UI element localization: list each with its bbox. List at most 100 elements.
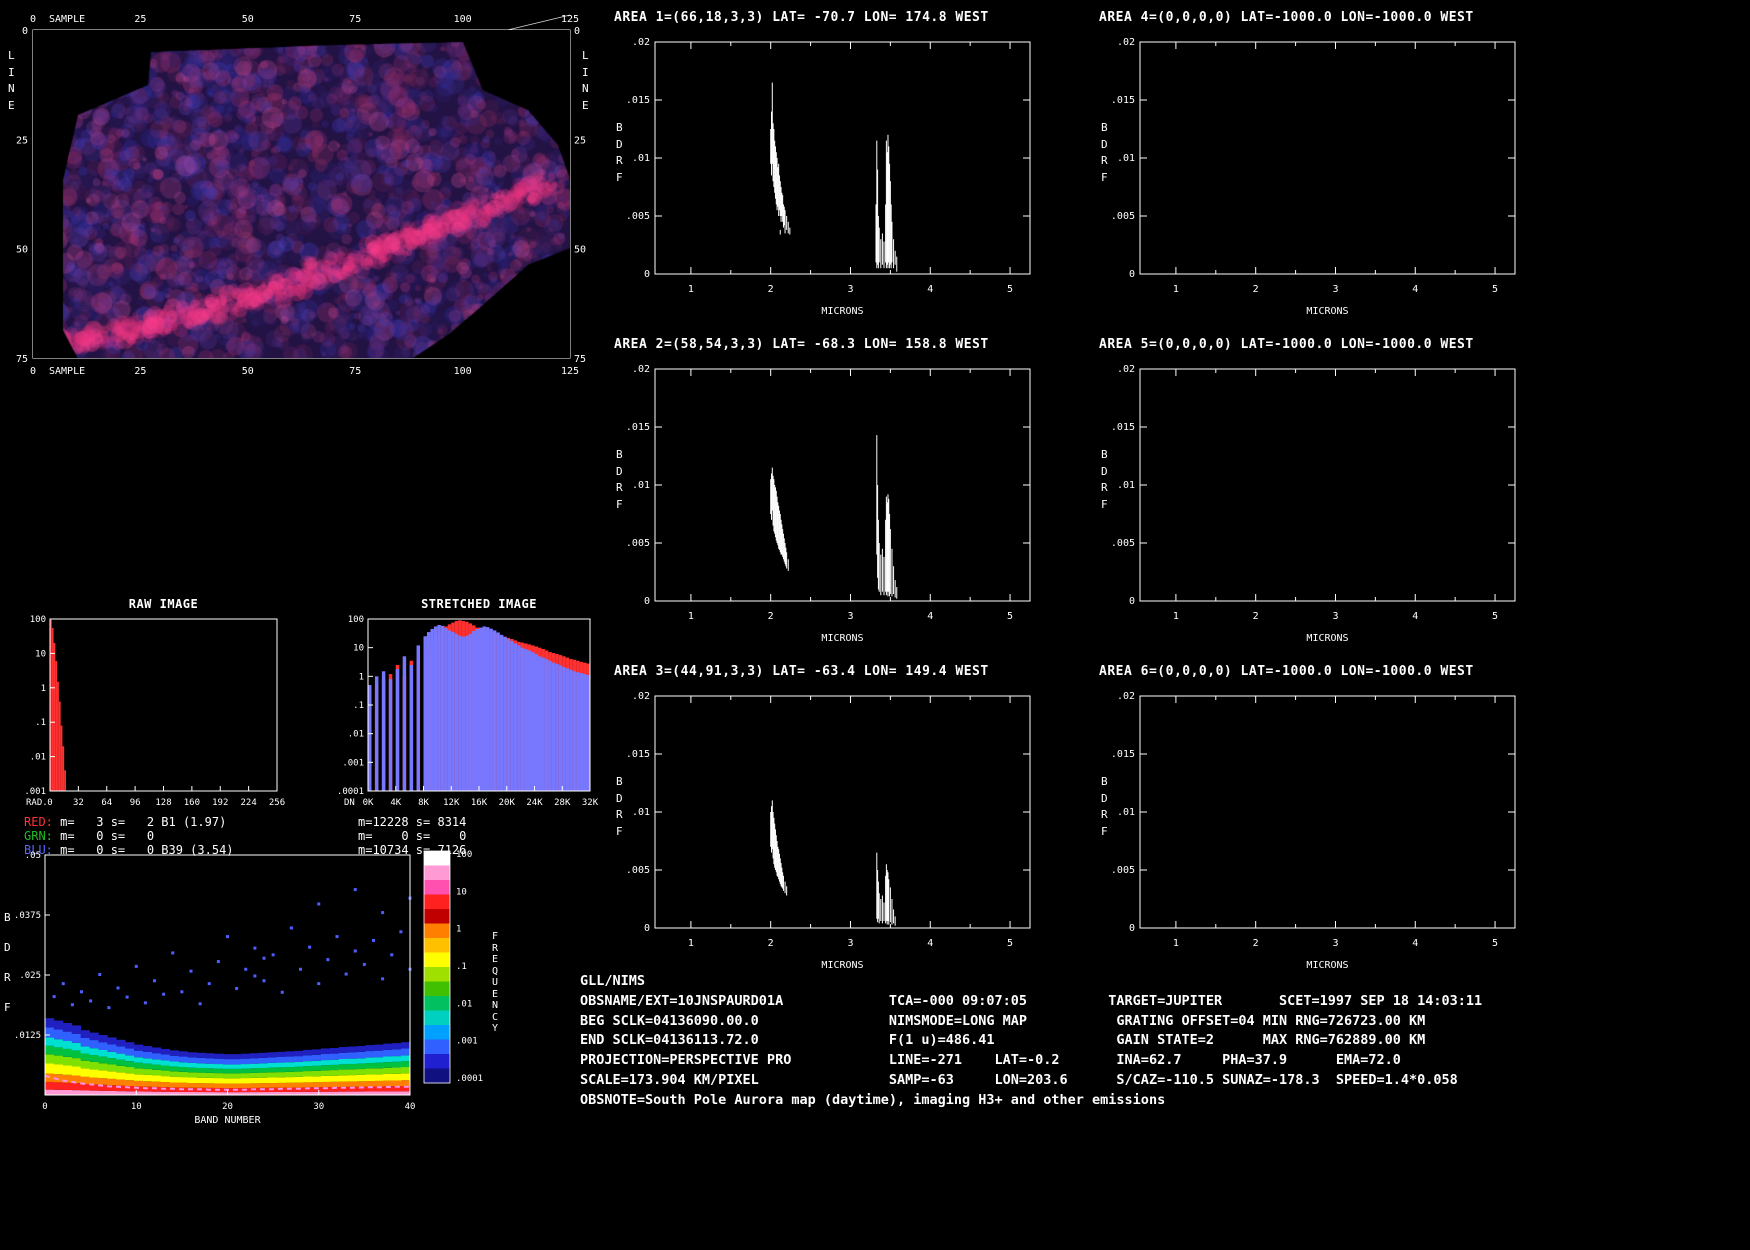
blue-channel-bar [409, 664, 414, 791]
axis-text: 3 [847, 284, 853, 295]
blue-channel-bar [527, 650, 532, 791]
axis-text: .001 [456, 1037, 478, 1047]
red-channel-bar [57, 681, 59, 791]
blue-channel-bar [423, 636, 427, 791]
axis-text: 1 [1173, 611, 1179, 622]
spectrum-panel-area4: AREA 4=(0,0,0,0) LAT=-1000.0 LON=-1000.0… [1085, 10, 1530, 332]
speckle [207, 982, 211, 986]
colorbar-border [423, 850, 451, 1084]
axis-text: 2 [1253, 611, 1259, 622]
axis-text: .025 [19, 971, 41, 981]
blue-channel-bar [430, 628, 434, 791]
axis-text: 4 [927, 284, 933, 295]
speckle [89, 999, 93, 1003]
speckle [189, 969, 193, 973]
blue-channel-bar [381, 671, 386, 791]
axis-text: .02 [632, 691, 650, 702]
red-channel-bar [60, 725, 63, 791]
spectrum-y-axis-label: BDRF [616, 121, 623, 184]
axis-text: 25 [16, 135, 28, 146]
blue-channel-bar [586, 675, 590, 791]
axis-text: .1 [353, 701, 364, 711]
axis-text: 0K [363, 798, 374, 808]
axis-text: 0 [644, 923, 650, 934]
red-channel-bar [51, 627, 54, 791]
blue-channel-bar [492, 630, 497, 791]
blue-channel-bar [454, 633, 459, 791]
green-channel-label: GRN: [24, 829, 53, 843]
axis-text: 25 [574, 135, 586, 146]
blue-channel-bar [569, 669, 573, 791]
axis-text: 20K [499, 798, 516, 808]
axis-text: .01 [1117, 807, 1135, 818]
blue-channel-bar [541, 657, 545, 791]
axis-text: .0125 [14, 1031, 41, 1041]
speckle [344, 972, 348, 976]
axis-text: 1 [359, 672, 364, 682]
blue-channel-bar [426, 632, 431, 791]
axis-text: 10 [131, 1102, 142, 1112]
axis-text: .0375 [14, 911, 41, 921]
axis-text: 30 [313, 1102, 324, 1112]
band-histogram-y-axis-label: BDRF [4, 911, 11, 1014]
speckle [125, 995, 129, 999]
axis-text: .015 [626, 95, 650, 106]
axis-text: 0 [22, 26, 28, 37]
axis-text: 5 [1492, 284, 1498, 295]
footer-line-instrument: GLL/NIMS [580, 973, 646, 989]
red-channel-bar [62, 746, 65, 791]
blue-channel-bar [510, 641, 514, 791]
blue-channel-bar [444, 628, 448, 791]
blue-channel-bar [395, 669, 400, 791]
speckle [299, 967, 302, 971]
axis-text: 75 [16, 354, 28, 365]
footer-line-obsname: OBSNAME/EXT=10JNSPAURD01A TCA=-000 09:07… [580, 992, 1483, 1009]
blue-channel-bar [468, 633, 473, 791]
blue-channel-bar [499, 634, 504, 791]
speckle [326, 958, 330, 962]
speckle [362, 962, 366, 966]
spectrum-title-area6: AREA 6=(0,0,0,0) LAT=-1000.0 LON=-1000.0… [1099, 664, 1474, 679]
speckle [262, 979, 266, 983]
band-histogram-plot-host: 0 10 20 30 40 .0125 .025 .0375 .05 BAND NUMBER 100… [0, 843, 560, 1138]
speckle [153, 979, 156, 983]
axis-text: .02 [1117, 691, 1135, 702]
axis-text: 5 [1007, 284, 1013, 295]
axis-text: 0 [1129, 269, 1135, 280]
speckle [116, 986, 120, 990]
axis-text: .001 [342, 758, 364, 768]
axis-text: 0 [644, 596, 650, 607]
spectrum-title-area4: AREA 4=(0,0,0,0) LAT=-1000.0 LON=-1000.0… [1099, 10, 1474, 25]
blue-channel-bar [368, 684, 372, 791]
observation-metadata: GLL/NIMS OBSNAME/EXT=10JNSPAURD01A TCA=-… [580, 972, 1482, 1111]
axis-text: 16K [471, 798, 488, 808]
speckle [262, 956, 266, 960]
blue-channel-bar [583, 674, 587, 791]
speckle [271, 953, 275, 957]
axis-text: 0 [42, 1102, 47, 1112]
blue-channel-bar [579, 673, 584, 791]
spectrum-panel-area2: AREA 2=(58,54,3,3) LAT= -68.3 LON= 158.8… [600, 337, 1045, 659]
blue-channel-stats: m= 0 s= 0 B39 (3.54) [52, 843, 234, 857]
axis-text: 2 [768, 611, 774, 622]
spectrum-plot-host-area5: 1 2 3 4 5 0 .005 .01 .015 .02 MICRONS [1085, 355, 1530, 655]
spectrum-y-axis-label: BDRF [616, 775, 623, 838]
speckle [253, 946, 257, 950]
spectrum-plot: 1 2 3 4 5 0 .005 .01 .015 .02 MICRONS [1111, 37, 1516, 317]
stretched-histogram-title: STRETCHED IMAGE [421, 597, 537, 611]
axis-text: 1 [456, 925, 461, 935]
speckle [162, 992, 166, 996]
speckle [372, 938, 375, 942]
axis-text: 28K [554, 798, 571, 808]
axis-text: .01 [456, 999, 472, 1009]
blue-channel-bar [440, 625, 445, 791]
axis-text: 3 [847, 611, 853, 622]
axis-text: DN [344, 798, 355, 808]
axis-text: .0001 [456, 1074, 483, 1084]
spectrum-y-axis-label: BDRF [616, 448, 623, 511]
axis-text: SAMPLE [49, 14, 85, 25]
blue-channel-bar [402, 656, 407, 791]
axis-text: 125 [561, 14, 579, 25]
axis-text: 3 [847, 938, 853, 949]
